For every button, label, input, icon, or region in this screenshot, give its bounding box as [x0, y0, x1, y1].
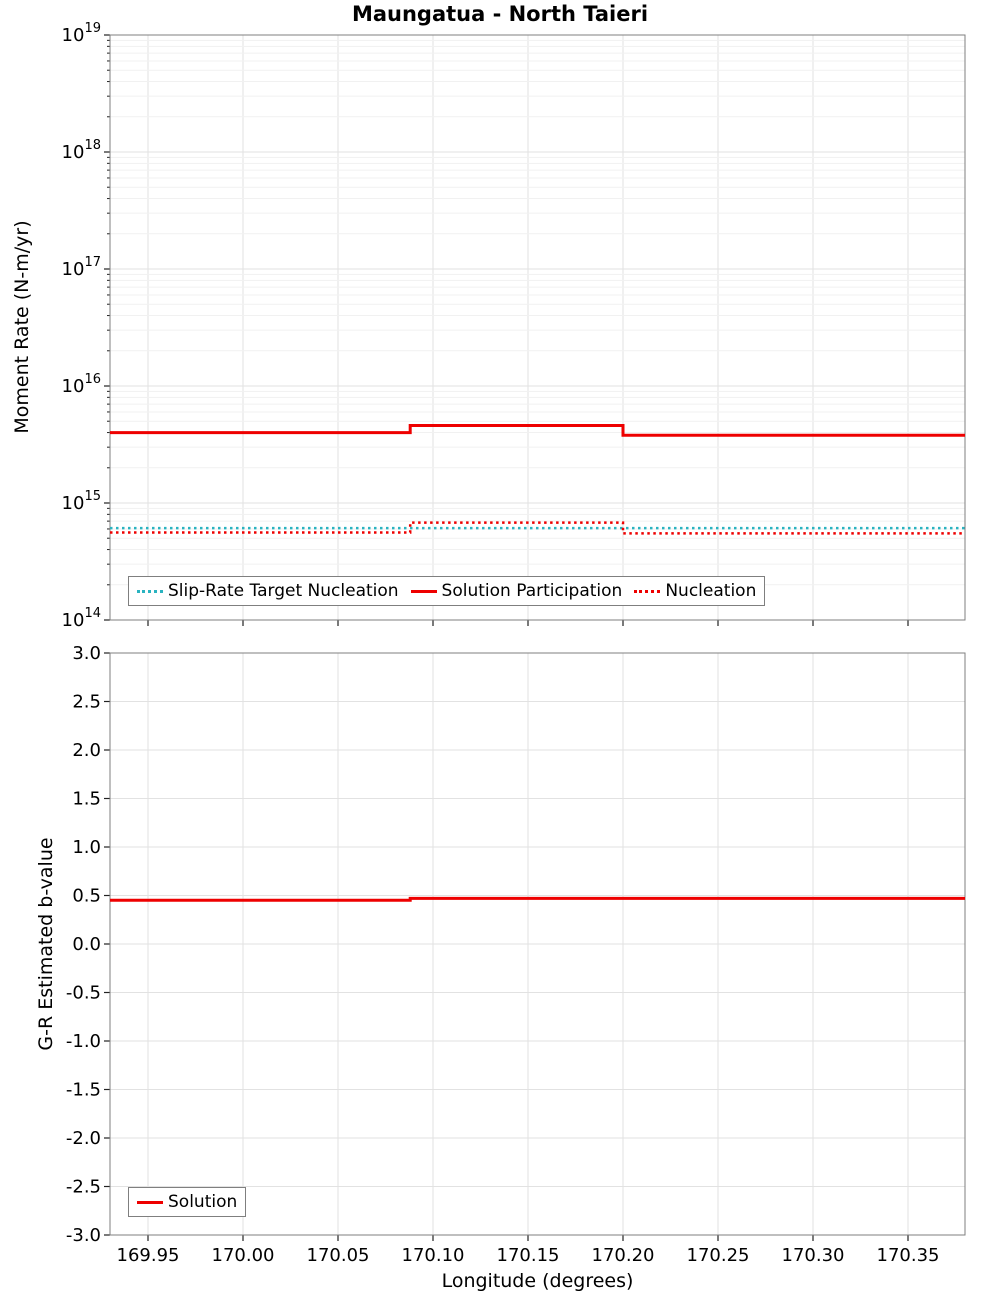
x-tick-label: 170.25: [687, 1245, 750, 1266]
x-tick-label: 170.00: [212, 1245, 275, 1266]
y-tick-label: 3.0: [72, 643, 101, 664]
series-line-solution-participation: [110, 424, 965, 437]
y-tick-label: 2.0: [72, 740, 101, 761]
plot-frame: [109, 34, 966, 621]
y-tick-label: 1.5: [72, 789, 101, 810]
x-tick-label: 170.15: [497, 1245, 560, 1266]
x-tick-label: 170.20: [592, 1245, 655, 1266]
legend-label: Nucleation: [665, 581, 757, 601]
legend-item: Solution: [137, 1192, 237, 1212]
x-tick-label: 169.95: [117, 1245, 180, 1266]
b-value-panel: 3.0 2.5 2.0 1.5 1.0 0.5 0.0 -0.5 -1.0 -1.5 -2.0 -2.…: [66, 643, 966, 1266]
plot-area: [110, 35, 965, 620]
legend-item: Nucleation: [634, 581, 756, 601]
series-line-solution: [110, 896, 965, 902]
y-tick-label: 1017: [62, 255, 101, 280]
y-tick-label: 0.0: [72, 934, 101, 955]
y-tick-label: 0.5: [72, 886, 101, 907]
x-axis-label-longitude: Longitude (degrees): [441, 1270, 634, 1292]
y-tick-label: 1.0: [72, 837, 101, 858]
legend-label: Slip-Rate Target Nucleation: [168, 581, 399, 601]
legend-line-sample-icon: [137, 1200, 163, 1204]
y-tick-label: -0.5: [66, 983, 101, 1004]
y-tick-label: 1018: [62, 138, 101, 163]
x-tick-label: 170.30: [782, 1245, 845, 1266]
y-tick-label: -1.0: [66, 1031, 101, 1052]
legend-label: Solution: [168, 1192, 238, 1212]
y-tick-label: 1014: [62, 606, 101, 631]
x-tick-label: 170.10: [402, 1245, 465, 1266]
legend-moment-rate: Slip-Rate Target Nucleation Solution Part…: [128, 576, 766, 606]
legend-item: Slip-Rate Target Nucleation: [137, 581, 399, 601]
y-tick-label: -2.5: [66, 1177, 101, 1198]
y-tick-label: 2.5: [72, 692, 101, 713]
legend-item: Solution Participation: [410, 581, 623, 601]
legend-line-sample-icon: [634, 589, 661, 593]
legend-line-sample-icon: [137, 589, 163, 593]
x-tick-label: 170.05: [307, 1245, 370, 1266]
chart-title: Maungatua - North Taieri: [351, 2, 649, 26]
y-tick-label: -2.0: [66, 1128, 101, 1149]
legend-b-value: Solution: [128, 1187, 247, 1217]
series-line-nucleation: [110, 521, 965, 535]
y-tick-label: -1.5: [66, 1080, 101, 1101]
plot-frame: [109, 652, 966, 1236]
y-axis-label-b-value: G-R Estimated b-value: [35, 837, 57, 1051]
y-tick-label: 1015: [62, 489, 101, 514]
x-tick-label: 170.35: [877, 1245, 940, 1266]
legend-label: Solution Participation: [441, 581, 623, 601]
y-tick-label: 1016: [62, 372, 101, 397]
legend-line-sample-icon: [410, 589, 437, 593]
y-tick-label: -3.0: [66, 1225, 101, 1246]
y-axis-label-moment-rate: Moment Rate (N-m/yr): [11, 220, 33, 434]
